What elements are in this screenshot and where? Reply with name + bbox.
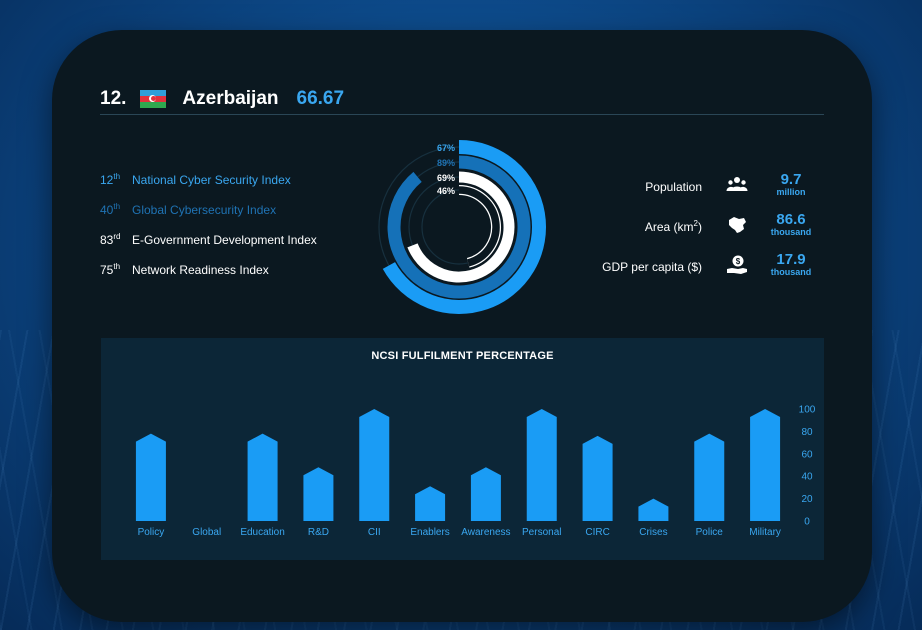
index-label: National Cyber Security Index (132, 173, 291, 187)
x-tick-label: Enablers (410, 527, 449, 538)
svg-text:$: $ (736, 257, 741, 266)
x-tick-label: Awareness (461, 527, 510, 538)
index-item-egdi: 83rd E-Government Development Index (100, 232, 317, 262)
country-header: 12. Azerbaijan 66.67 (100, 84, 344, 114)
y-tick-label: 20 (801, 494, 813, 505)
x-tick-label: Education (240, 527, 284, 538)
stat-value: 86.6 (776, 211, 806, 228)
y-tick-label: 80 (801, 427, 813, 438)
stat-label: GDP per capita ($) (602, 260, 702, 274)
x-tick-label: Crises (639, 527, 667, 538)
bar (415, 486, 446, 521)
bar (470, 467, 501, 521)
stat-area: Area (km2) 86.6 thousand (588, 210, 838, 250)
ring-arc (407, 171, 515, 283)
index-label: Global Cybersecurity Index (132, 203, 277, 217)
index-item-ncsi: 12th National Cyber Security Index (100, 172, 317, 202)
index-rank: 83rd (100, 232, 121, 247)
index-list: 12th National Cyber Security Index 40th … (100, 172, 317, 292)
stat-unit: thousand (770, 227, 812, 237)
ring-value-label: 89% (437, 158, 455, 168)
index-label: Network Readiness Index (132, 263, 269, 277)
index-ring-chart: 67% 89% 69% 46% (368, 136, 550, 318)
y-tick-label: 100 (799, 405, 816, 416)
x-tick-label: Police (696, 527, 724, 538)
x-tick-label: CII (368, 527, 381, 538)
bar (694, 433, 725, 521)
x-tick-label: Global (192, 527, 221, 538)
stat-population: Population 9.7 million (588, 170, 838, 210)
stat-unit: thousand (770, 267, 812, 277)
index-rank: 75th (100, 262, 121, 277)
index-label: E-Government Development Index (132, 233, 317, 247)
index-item-nri: 75th Network Readiness Index (100, 262, 317, 292)
stat-label: Population (645, 180, 702, 194)
bar (638, 498, 669, 521)
chart-title: NCSI FULFILMENT PERCENTAGE (371, 350, 554, 362)
bar (750, 409, 781, 521)
ring-arc (458, 186, 500, 267)
x-tick-label: Military (749, 527, 781, 538)
population-icon (726, 177, 748, 191)
y-tick-label: 0 (804, 517, 810, 528)
country-score: 66.67 (296, 88, 345, 109)
index-rank: 12th (100, 172, 121, 187)
ring-value-label: 67% (437, 143, 455, 153)
ncsi-chart-panel: NCSI FULFILMENT PERCENTAGE 0 20 40 60 80 100 P… (101, 338, 824, 560)
y-tick-label: 40 (801, 472, 813, 483)
ring-value-label: 46% (437, 186, 455, 196)
x-tick-label: R&D (308, 527, 329, 538)
country-stats: Population 9.7 million Area (km2) 86.6 t… (588, 170, 838, 290)
stat-value: 9.7 (780, 171, 802, 188)
bar (582, 435, 613, 521)
ring-arc (382, 140, 546, 314)
y-tick-label: 60 (801, 449, 813, 460)
country-name: Azerbaijan (182, 88, 279, 109)
x-tick-label: Personal (522, 527, 561, 538)
ring-value-label: 69% (437, 173, 455, 183)
stat-label: Area (km2) (644, 219, 702, 234)
index-item-gci: 40th Global Cybersecurity Index (100, 202, 317, 232)
money-hand-icon: $ (727, 255, 747, 274)
stat-value: 17.9 (776, 251, 806, 268)
bar (359, 409, 390, 521)
bar (247, 433, 278, 521)
bar (526, 409, 557, 521)
stat-gdp: GDP per capita ($) $ 17.9 thousand (588, 250, 838, 290)
ring-chart-svg: 67% 89% 69% 46% (378, 140, 546, 314)
bar (135, 433, 166, 521)
index-rank: 40th (100, 202, 121, 217)
x-tick-label: CIRC (585, 527, 609, 538)
bar-chart: 0 20 40 60 80 100 Policy Global Education R&D CII E… (135, 405, 816, 538)
stat-unit: million (776, 187, 806, 197)
bar (303, 467, 334, 521)
ring-arc (387, 155, 531, 299)
x-tick-label: Policy (138, 527, 165, 538)
map-icon (729, 217, 746, 233)
azerbaijan-flag-icon (140, 90, 167, 108)
header-divider (100, 114, 824, 115)
rank-number: 12. (100, 88, 127, 109)
